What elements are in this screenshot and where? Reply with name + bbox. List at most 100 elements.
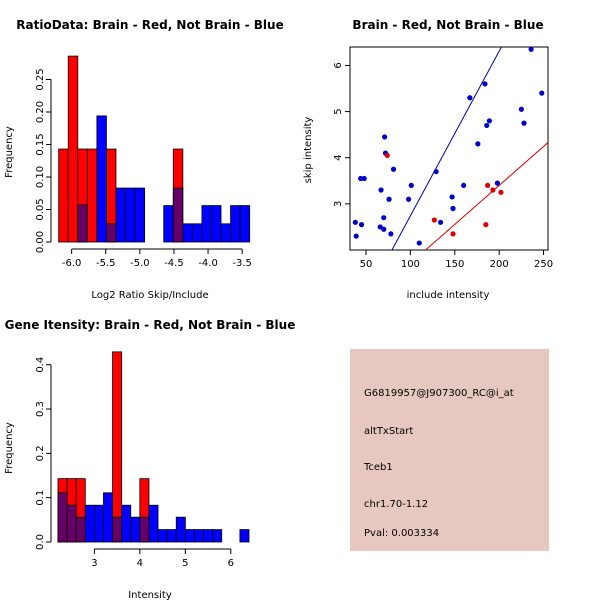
scatter-point-not-brain [381, 226, 387, 232]
p3-not-brain-bar [130, 516, 141, 543]
scatter-point-not-brain [528, 46, 534, 52]
p1-not-brain-bar [201, 205, 212, 243]
info-panel-background [350, 349, 549, 551]
p1-y-tick-label: 0.10 [35, 166, 46, 188]
p3-not-brain-bar [239, 529, 250, 543]
scatter-point-not-brain [484, 122, 490, 129]
p3-overlap-bar [112, 516, 123, 543]
gene-intensity-x-axis: 3 4 5 6 [91, 548, 234, 569]
scatter-y-tick-label: 4 [333, 155, 344, 161]
p3-not-brain-bar [84, 504, 95, 543]
scatter-point-brain [384, 152, 390, 159]
scatter-x-tick-label: 250 [534, 259, 553, 270]
p3-x-tick-label: 6 [228, 558, 234, 569]
scatter-title: Brain - Red, Not Brain - Blue [352, 18, 543, 32]
p1-brain-bar [86, 148, 98, 243]
scatter-point-not-brain [386, 196, 392, 202]
p3-y-tick-label: 0.0 [35, 534, 46, 550]
p1-y-tick-label: 0.25 [35, 68, 46, 90]
p3-not-brain-bar [157, 529, 168, 543]
scatter-y-axis: 3 4 5 6 [333, 62, 350, 207]
ratio-histogram-panel: RatioData: Brain - Red, Not Brain - Blue… [4, 18, 284, 301]
scatter-point-not-brain [416, 240, 422, 246]
scatter-point-not-brain [408, 182, 414, 189]
p1-brain-bar [58, 148, 69, 243]
scatter-points [352, 46, 545, 246]
info-panel: G6819957@J907300_RC@i_at altTxStart Tceb… [350, 349, 549, 551]
p3-y-tick-label: 0.3 [35, 401, 46, 417]
p1-brain-bar [67, 55, 79, 243]
scatter-point-brain [450, 231, 456, 237]
scatter-point-brain [485, 182, 491, 189]
probe-id-text: G6819957@J907300_RC@i_at [364, 388, 514, 399]
scatter-point-not-brain [450, 205, 456, 212]
scatter-y-tick-label: 3 [333, 201, 344, 207]
p1-not-brain-bar [239, 205, 251, 243]
scatter-red-diagonal-line [424, 142, 548, 250]
p3-not-brain-bar [166, 529, 177, 543]
event-type-text: altTxStart [364, 426, 413, 437]
p1-x-tick-label: -3.5 [232, 258, 252, 269]
scatter-x-tick-label: 50 [360, 259, 373, 270]
p1-x-tick-label: -5.0 [130, 258, 150, 269]
p3-overlap-bar [66, 504, 77, 543]
scatter-x-tick-label: 200 [490, 259, 509, 270]
scatter-point-not-brain [539, 90, 545, 96]
p3-overlap-bar [139, 516, 150, 543]
p1-not-brain-bar [191, 223, 203, 243]
p3-overlap-bar [57, 492, 68, 543]
p3-x-tick-label: 3 [91, 558, 97, 569]
scatter-point-not-brain [482, 81, 488, 87]
p3-not-brain-bar [93, 504, 104, 543]
p1-y-tick-label: 0.15 [35, 133, 46, 155]
gene-name-text: Tceb1 [363, 462, 393, 473]
ratio-histogram-not-brain-bars [77, 115, 251, 243]
scatter-point-not-brain [358, 222, 365, 228]
p3-not-brain-bar [184, 529, 195, 543]
p3-not-brain-bar [103, 492, 113, 543]
p3-not-brain-bar [203, 529, 214, 543]
scatter-point-not-brain [406, 196, 412, 202]
p1-not-brain-bar [230, 205, 241, 243]
scatter-point-brain [498, 189, 504, 195]
p3-not-brain-bar [175, 516, 186, 543]
scatter-point-brain [483, 222, 489, 228]
p1-not-brain-bar [220, 223, 231, 243]
scatter-x-axis: 50 100 150 200 250 [360, 250, 553, 270]
scatter-point-not-brain [378, 187, 384, 193]
p1-x-tick-label: -4.5 [164, 258, 184, 269]
gene-intensity-xlabel: Intensity [128, 590, 172, 600]
p3-not-brain-bar [121, 504, 132, 543]
scatter-point-not-brain [390, 166, 397, 172]
ratio-histogram-x-axis: -6.0 -5.5 -5.0 -4.5 -4.0 -3.5 [62, 248, 252, 269]
scatter-point-brain [490, 187, 496, 193]
scatter-plot-frame [349, 46, 549, 251]
p3-not-brain-bar [212, 529, 223, 543]
scatter-point-not-brain [353, 233, 359, 239]
scatter-point-not-brain [449, 194, 455, 200]
gene-intensity-y-axis: 0.0 0.1 0.2 0.3 0.4 [35, 357, 52, 550]
scatter-y-tick-label: 6 [333, 62, 344, 68]
scatter-x-tick-label: 150 [445, 259, 464, 270]
scatter-xlabel: include intensity [407, 290, 490, 301]
scatter-reference-lines [391, 47, 548, 250]
p1-not-brain-bar [96, 115, 107, 243]
scatter-point-not-brain [494, 180, 500, 186]
p3-y-tick-label: 0.1 [35, 490, 46, 506]
p1-not-brain-bar [134, 187, 146, 243]
scatter-point-not-brain [361, 175, 367, 182]
gene-intensity-histogram-panel: Gene Itensity: Brain - Red, Not Brain - … [4, 318, 295, 600]
scatter-point-not-brain [467, 95, 473, 101]
p3-overlap-bar [75, 516, 86, 543]
p1-overlap-bar [77, 204, 88, 243]
p3-y-tick-label: 0.4 [35, 357, 46, 373]
pval-text: Pval: 0.003334 [364, 528, 439, 539]
p3-not-brain-bar [194, 529, 204, 543]
p3-y-tick-label: 0.2 [35, 445, 46, 461]
scatter-point-not-brain [461, 182, 467, 189]
p3-x-tick-label: 5 [182, 558, 188, 569]
ratio-histogram-y-axis: 0.00 0.05 0.10 0.15 0.20 0.25 [35, 68, 52, 253]
scatter-x-tick-label: 100 [401, 259, 420, 270]
p1-not-brain-bar [115, 187, 126, 243]
